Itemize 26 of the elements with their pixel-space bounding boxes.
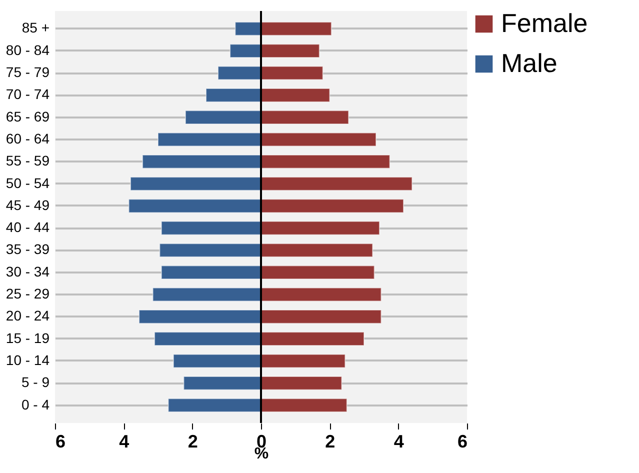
y-tick-label: 45 - 49 [6,196,50,213]
y-tick-label: 15 - 19 [6,330,50,346]
x-tick-label: 6 [56,432,66,452]
y-tick-label: 10 - 14 [6,352,50,368]
y-tick-label: 5 - 9 [21,374,50,390]
legend-label: Male [501,48,558,78]
y-tick-label: 60 - 64 [6,130,50,146]
y-tick-label: 50 - 54 [6,174,50,191]
y-tick-label: 55 - 59 [6,152,50,169]
x-tick-label: 4 [119,432,130,452]
y-tick-label: 65 - 69 [6,108,50,124]
x-tick-label: 2 [325,432,336,452]
y-tick-label: 20 - 24 [6,308,50,324]
y-tick-label: 75 - 79 [6,64,50,80]
y-tick-label: 85 + [22,20,50,36]
y-tick-label: 40 - 44 [6,219,50,236]
y-tick-label: 80 - 84 [6,42,50,58]
legend-label: Female [501,8,588,38]
y-tick-label: 35 - 39 [6,241,50,258]
x-tick-label: 2 [188,432,198,452]
y-tick-label: 0 - 4 [21,396,50,412]
y-tick-label: 25 - 29 [6,286,50,302]
x-tick-label: 4 [394,432,404,452]
y-tick-label: 30 - 34 [6,263,50,280]
x-tick-label: 6 [457,432,468,452]
y-tick-label: 70 - 74 [6,86,50,102]
